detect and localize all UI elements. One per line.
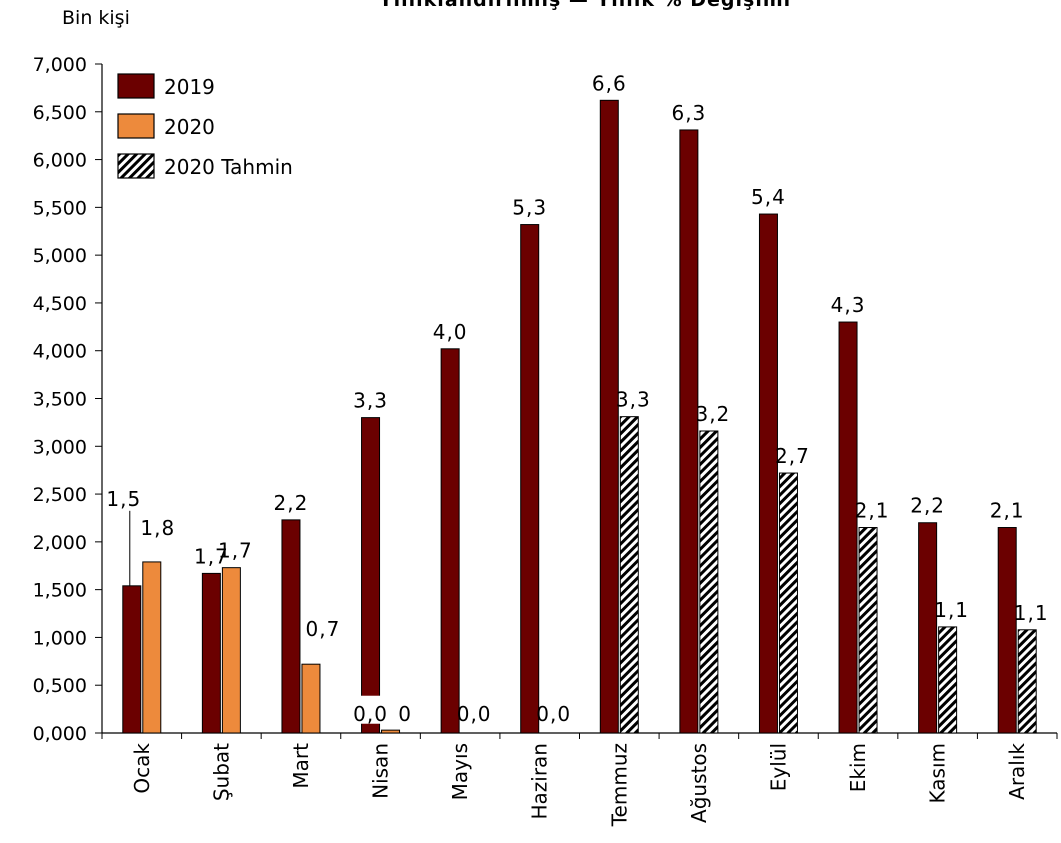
data-label-2020-tahmin: 3,3	[616, 388, 651, 412]
bar-2019	[918, 522, 938, 734]
x-tick-label: Haziran	[528, 743, 552, 820]
x-tick-label: Eylül	[766, 743, 790, 791]
bar-2019	[281, 519, 301, 734]
bar-2020	[221, 567, 241, 734]
data-label-2020: 1,8	[140, 516, 175, 540]
x-tick-label: Ağustos	[687, 743, 711, 823]
bar-2019	[520, 224, 540, 734]
data-label-2020: 0,7	[306, 617, 341, 641]
data-label-2019: 4,0	[433, 320, 468, 344]
x-tick-label: Mayıs	[448, 743, 472, 800]
data-label-2019: 1,7	[194, 544, 229, 568]
y-tick-label: 1,000	[33, 627, 87, 649]
legend-swatch	[117, 73, 155, 99]
data-label-extra: 0,0	[353, 702, 388, 726]
x-tick-label: Temmuz	[607, 743, 631, 827]
legend-label: 2020	[164, 115, 215, 139]
bar-2020-tahmin	[619, 416, 639, 734]
bar-2020-tahmin	[858, 527, 878, 734]
legend-label: 2019	[164, 75, 215, 99]
bar-2020	[381, 729, 401, 734]
bar-2019	[361, 417, 381, 734]
legend: 2019 2020 2020 Tahmin	[117, 73, 293, 179]
y-tick-label: 0,000	[33, 723, 87, 745]
y-axis-label: Bin kişi	[62, 7, 130, 29]
data-label-2019: 2,2	[274, 491, 309, 515]
y-tick-label: 4,000	[33, 341, 87, 363]
bar-2020-tahmin	[1017, 629, 1037, 734]
chart-title: Yıllıklandırılmış — Yıllık % Değişimi	[378, 0, 791, 11]
data-label-2019: 6,3	[671, 101, 706, 125]
bar-2019	[201, 572, 221, 734]
data-label-2019: 3,3	[353, 389, 388, 413]
bar-2020	[142, 561, 162, 734]
data-label-2019: 2,1	[990, 499, 1025, 523]
x-tick-label: Mart	[289, 743, 313, 789]
x-tick-label: Ocak	[130, 743, 154, 794]
y-tick-label: 7,000	[33, 54, 87, 76]
y-tick-label: 5,500	[33, 197, 87, 219]
data-label-2019: 2,2	[910, 494, 945, 518]
bar-2019	[997, 527, 1017, 734]
x-tick-label: Ekim	[846, 743, 870, 792]
bar-2019	[122, 585, 142, 734]
y-tick-label: 3,500	[33, 389, 87, 411]
data-label-2020-tahmin: 3,2	[695, 402, 730, 426]
y-tick-label: 1,500	[33, 580, 87, 602]
data-label-2019: 4,3	[831, 293, 866, 317]
bar-2020-tahmin	[699, 430, 719, 734]
data-label-2019: 1,5	[106, 487, 141, 511]
legend-swatch	[117, 153, 155, 179]
y-tick-label: 6,000	[33, 150, 87, 172]
legend-label: 2020 Tahmin	[164, 155, 293, 179]
data-label-2019: 6,6	[592, 71, 627, 95]
bars	[122, 99, 1037, 734]
data-label-2019: 5,4	[751, 185, 786, 209]
bar-2020	[301, 663, 321, 734]
data-label-2020: 0,0	[536, 702, 571, 726]
data-label-2020: 0,0	[457, 702, 492, 726]
y-axis: 0,000 0,500 1,000 1,500 2,000 2,500 3,000 3,500…	[33, 54, 103, 745]
bar-2020-tahmin	[778, 472, 798, 734]
y-tick-label: 2,000	[33, 532, 87, 554]
bar-2019	[599, 99, 619, 734]
x-axis: Ocak Şubat Mart Nisan Mayıs Haziran Temmuz Ağus…	[101, 732, 1058, 827]
data-label-2020-tahmin: 1,1	[1014, 601, 1049, 625]
y-tick-label: 0,500	[33, 675, 87, 697]
data-labels: 1,5 1,8 1,71,7 2,2 0,7 3,3 0,0 4,0 0,0 5,3 0,0 6,6 3…	[106, 71, 1049, 726]
bar-2020-tahmin	[938, 626, 958, 734]
data-label-2019: 5,3	[512, 196, 547, 220]
data-label-2020-tahmin: 2,7	[775, 444, 810, 468]
y-tick-label: 2,500	[33, 484, 87, 506]
data-label-background	[343, 695, 396, 724]
y-tick-label: 4,500	[33, 293, 87, 315]
data-label-2020: 1,7	[218, 539, 253, 563]
legend-swatch	[117, 113, 155, 139]
y-tick-label: 5,000	[33, 245, 87, 267]
y-tick-label: 6,500	[33, 102, 87, 124]
bar-2019	[679, 129, 699, 734]
y-tick-label: 3,000	[33, 436, 87, 458]
x-tick-label: Nisan	[369, 743, 393, 799]
data-label-2020-tahmin: 1,1	[934, 598, 969, 622]
x-tick-label: Şubat	[209, 743, 233, 801]
bar-2019	[440, 348, 460, 734]
x-tick-label: Aralık	[1005, 743, 1029, 800]
data-label-2020-tahmin: 2,1	[855, 499, 890, 523]
x-tick-label: Kasım	[926, 743, 950, 803]
bar-2019	[758, 213, 778, 734]
bar-2019	[838, 321, 858, 734]
